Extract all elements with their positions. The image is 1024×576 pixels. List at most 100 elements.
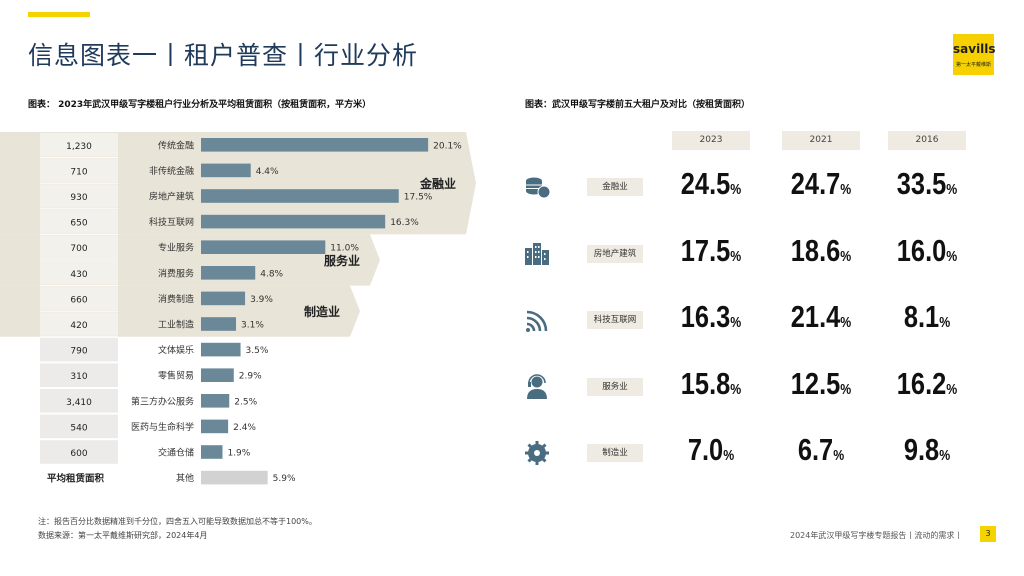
bar bbox=[201, 368, 234, 382]
area-cell-bg bbox=[40, 184, 118, 208]
right-chart-subtitle: 图表：武汉甲级写字楼前五大租户及对比（按租赁面积） bbox=[525, 100, 751, 110]
category-label: 消费制造 bbox=[158, 293, 194, 305]
bar bbox=[201, 342, 241, 357]
category-label: 房地产建筑 bbox=[149, 191, 194, 203]
bar-value-label: 16.3% bbox=[390, 218, 419, 228]
share-value-2021: 18.6% bbox=[790, 232, 852, 268]
average-area-value: 1,230 bbox=[66, 142, 92, 152]
category-label: 消费服务 bbox=[158, 267, 194, 279]
category-label: 非传统金融 bbox=[149, 165, 194, 177]
bar bbox=[201, 214, 386, 229]
bar bbox=[201, 394, 230, 408]
savills-logo: savills 第一太平戴维斯 bbox=[953, 34, 996, 75]
bar bbox=[201, 419, 229, 434]
gear-icon bbox=[522, 438, 552, 468]
area-cell-bg bbox=[40, 286, 118, 311]
category-label: 零售贸易 bbox=[158, 370, 194, 382]
bar bbox=[201, 445, 223, 459]
bar bbox=[201, 240, 326, 254]
average-area-value: 420 bbox=[70, 321, 87, 331]
bar bbox=[201, 291, 246, 306]
average-area-value: 3,410 bbox=[66, 398, 92, 408]
share-value-2023: 24.5% bbox=[680, 166, 742, 201]
bar bbox=[201, 163, 251, 178]
category-label: 工业制造 bbox=[158, 319, 194, 331]
footnote-source: 数据来源：第一太平戴维斯研究部，2024年4月 bbox=[38, 531, 208, 540]
category-label: 文体娱乐 bbox=[158, 344, 194, 356]
average-area-value: 310 bbox=[70, 372, 87, 382]
average-area-header: 平均租赁面积 bbox=[47, 473, 105, 485]
average-area-value: 600 bbox=[70, 449, 87, 459]
average-area-value: 710 bbox=[70, 167, 87, 177]
share-value-2021: 24.7% bbox=[790, 166, 852, 201]
bar-value-label: 11.0% bbox=[330, 244, 359, 254]
category-label: 医药与生命科学 bbox=[131, 421, 194, 433]
area-cell-bg bbox=[40, 312, 118, 336]
bar-value-label: 17.5% bbox=[404, 193, 433, 203]
bar bbox=[201, 189, 399, 203]
bar-value-label: 1.9% bbox=[227, 449, 250, 459]
industry-label: 房地产建筑 bbox=[587, 244, 643, 263]
category-label: 第三方办公服务 bbox=[131, 395, 194, 407]
share-value-2016: 8.1% bbox=[903, 299, 951, 334]
service-person-icon bbox=[522, 372, 552, 402]
average-area-value: 650 bbox=[70, 219, 87, 229]
logo-wordmark: savills bbox=[953, 42, 996, 56]
area-cell-bg bbox=[40, 363, 118, 387]
bar-value-label: 4.4% bbox=[256, 167, 279, 177]
industry-row: 科技互联网 16.3% 21.4% 8.1% bbox=[520, 291, 1000, 357]
average-area-value: 540 bbox=[70, 423, 87, 433]
accent-bar bbox=[28, 12, 90, 17]
year-header-2021: 2021 bbox=[782, 131, 860, 150]
page-title: 信息图表一丨租户普查丨行业分析 bbox=[28, 41, 419, 70]
category-label: 专业服务 bbox=[158, 242, 194, 254]
category-label: 其他 bbox=[176, 472, 194, 484]
footnote-note: 注：报告百分比数据精准到千分位，四舍五入可能导致数据加总不等于100%。 bbox=[38, 517, 317, 526]
share-value-2016: 16.0% bbox=[896, 232, 958, 268]
group-label: 金融业 bbox=[419, 176, 456, 191]
bar-value-label: 2.5% bbox=[234, 397, 257, 407]
category-label: 传统金融 bbox=[158, 139, 194, 151]
area-cell-bg bbox=[40, 337, 118, 362]
coins-icon bbox=[522, 172, 552, 202]
share-value-2023: 15.8% bbox=[680, 365, 742, 401]
year-header-2016: 2016 bbox=[888, 131, 966, 150]
bar-value-label: 3.5% bbox=[246, 346, 269, 356]
average-area-value: 790 bbox=[70, 347, 87, 357]
average-area-value: 660 bbox=[70, 295, 87, 305]
industry-label: 服务业 bbox=[587, 377, 643, 396]
bar-value-label: 20.1% bbox=[433, 141, 462, 151]
bar bbox=[201, 266, 256, 280]
group-label: 服务业 bbox=[324, 253, 360, 268]
industry-row: 制造业 7.0% 6.7% 9.8% bbox=[520, 424, 1000, 490]
area-cell-bg bbox=[40, 209, 118, 234]
group-label: 制造业 bbox=[304, 304, 340, 319]
share-value-2016: 16.2% bbox=[896, 365, 958, 401]
industry-row: 服务业 15.8% 12.5% 16.2% bbox=[520, 358, 1000, 424]
area-cell-bg bbox=[40, 261, 118, 285]
bar-value-label: 3.9% bbox=[250, 295, 273, 305]
bar-value-label: 2.4% bbox=[233, 423, 256, 433]
industry-label: 金融业 bbox=[587, 178, 643, 196]
bar-value-label: 5.9% bbox=[273, 474, 296, 484]
share-value-2016: 9.8% bbox=[903, 432, 951, 467]
bar bbox=[201, 317, 237, 331]
wifi-icon bbox=[522, 305, 552, 335]
area-cell-bg bbox=[40, 389, 118, 413]
top-five-table: 2023 2021 2016 金融业 24.5% 24.7% 33.5% 房地产建筑 17… bbox=[520, 128, 1000, 488]
share-value-2021: 6.7% bbox=[797, 432, 845, 467]
buildings-icon bbox=[522, 239, 552, 269]
bar-value-label: 3.1% bbox=[241, 321, 264, 331]
footer-report-title: 2024年武汉甲级写字楼专题报告丨流动的需求丨 bbox=[790, 531, 963, 540]
industry-label: 科技互联网 bbox=[587, 311, 643, 329]
category-label: 交通仓储 bbox=[158, 447, 194, 459]
share-value-2023: 16.3% bbox=[680, 299, 742, 334]
share-value-2023: 17.5% bbox=[680, 232, 742, 268]
area-cell-bg bbox=[40, 414, 118, 439]
industry-label: 制造业 bbox=[587, 444, 643, 462]
average-area-value: 430 bbox=[70, 270, 87, 280]
share-value-2016: 33.5% bbox=[896, 166, 958, 201]
area-cell-bg bbox=[40, 133, 118, 157]
bar-value-label: 2.9% bbox=[239, 372, 262, 382]
